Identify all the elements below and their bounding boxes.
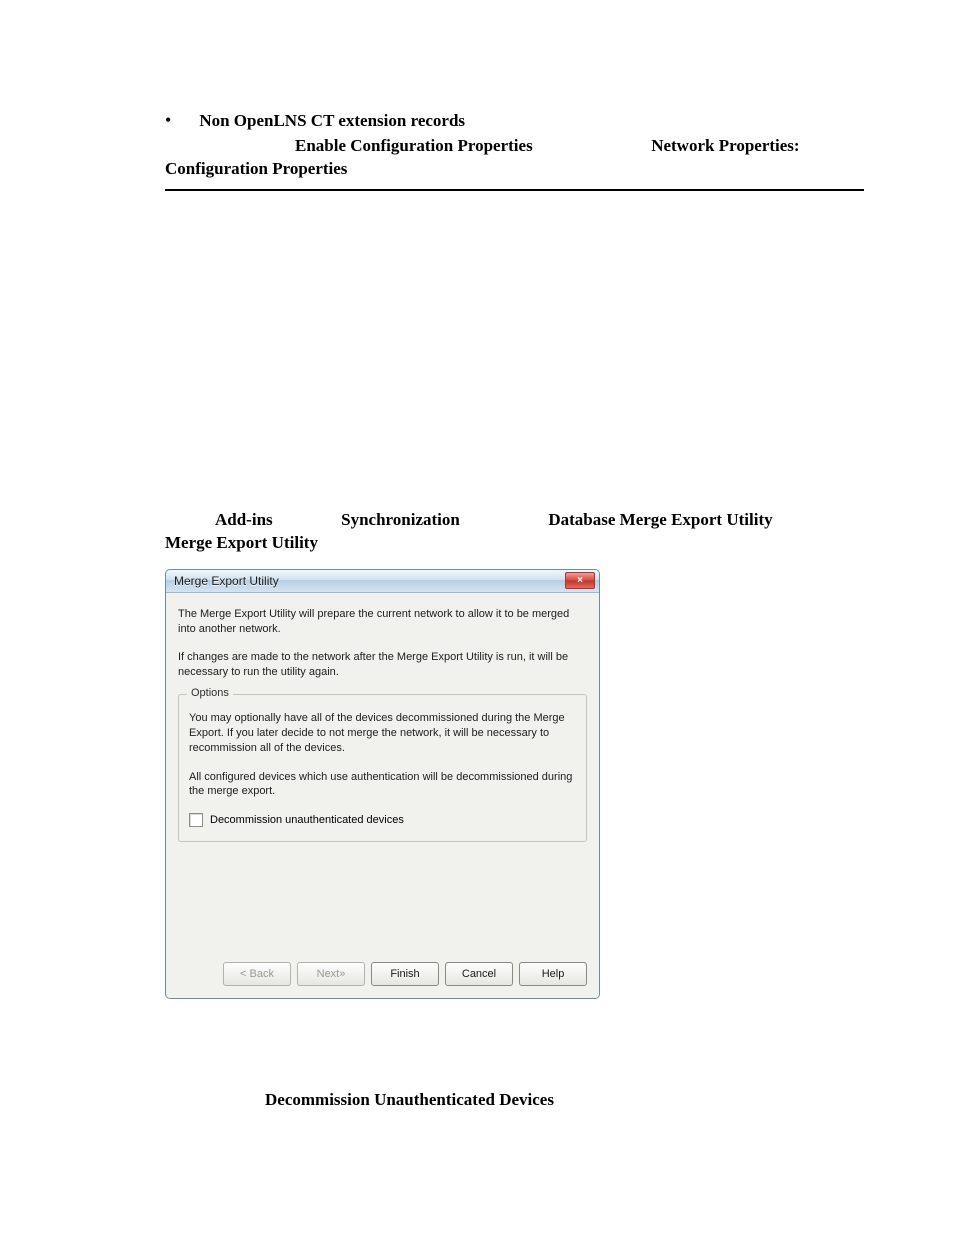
groupbox-legend: Options bbox=[187, 687, 233, 699]
next-button: Next» bbox=[297, 962, 365, 986]
finish-button[interactable]: Finish bbox=[371, 962, 439, 986]
bullet-text-block: Non OpenLNS CT extension records bbox=[199, 110, 465, 133]
sync-bold: Synchronization bbox=[341, 510, 460, 529]
checkbox-icon[interactable] bbox=[189, 813, 203, 827]
decomm-para: Decommission Unauthenticated Devices bbox=[165, 1089, 864, 1112]
close-icon: × bbox=[577, 576, 583, 586]
network-props-bold: Network Properties: bbox=[651, 136, 799, 155]
options-groupbox: Options You may optionally have all of t… bbox=[178, 694, 587, 842]
config-line-1: Enable Configuration Properties Network … bbox=[165, 135, 864, 158]
config-props-bold: Configuration Properties bbox=[165, 159, 347, 178]
bullet-dot: • bbox=[165, 110, 171, 132]
help-button[interactable]: Help bbox=[519, 962, 587, 986]
bullet-item: • Non OpenLNS CT extension records bbox=[165, 110, 864, 133]
config-line-2: Configuration Properties bbox=[165, 158, 864, 181]
divider-line bbox=[165, 189, 864, 191]
decomm-bold: Decommission Unauthenticated Devices bbox=[265, 1090, 554, 1109]
dialog-button-row: < Back Next» Finish Cancel Help bbox=[178, 962, 587, 986]
addins-bold: Add-ins bbox=[215, 510, 273, 529]
bullet-bold-1: Non OpenLNS CT extension records bbox=[199, 111, 465, 130]
dialog-titlebar: Merge Export Utility × bbox=[166, 570, 599, 593]
merge-export-bold: Merge Export Utility bbox=[165, 533, 318, 552]
group-para-1: You may optionally have all of the devic… bbox=[189, 711, 576, 756]
group-para-2: All configured devices which use authent… bbox=[189, 770, 576, 800]
instruction-para-line2: Merge Export Utility bbox=[165, 532, 864, 555]
dialog-para-2: If changes are made to the network after… bbox=[178, 650, 587, 680]
checkbox-label: Decommission unauthenticated devices bbox=[210, 814, 404, 826]
back-button: < Back bbox=[223, 962, 291, 986]
dialog-para-1: The Merge Export Utility will prepare th… bbox=[178, 607, 587, 637]
instruction-para: Add-ins Synchronization Database Merge E… bbox=[165, 509, 864, 532]
merge-export-dialog: Merge Export Utility × The Merge Export … bbox=[165, 569, 600, 1000]
decommission-checkbox-row[interactable]: Decommission unauthenticated devices bbox=[189, 813, 576, 827]
dialog-title: Merge Export Utility bbox=[174, 574, 279, 588]
dbmerge-bold: Database Merge Export Utility bbox=[548, 510, 772, 529]
enable-config-bold: Enable Configuration Properties bbox=[295, 136, 533, 155]
cancel-button[interactable]: Cancel bbox=[445, 962, 513, 986]
close-button[interactable]: × bbox=[565, 572, 595, 589]
